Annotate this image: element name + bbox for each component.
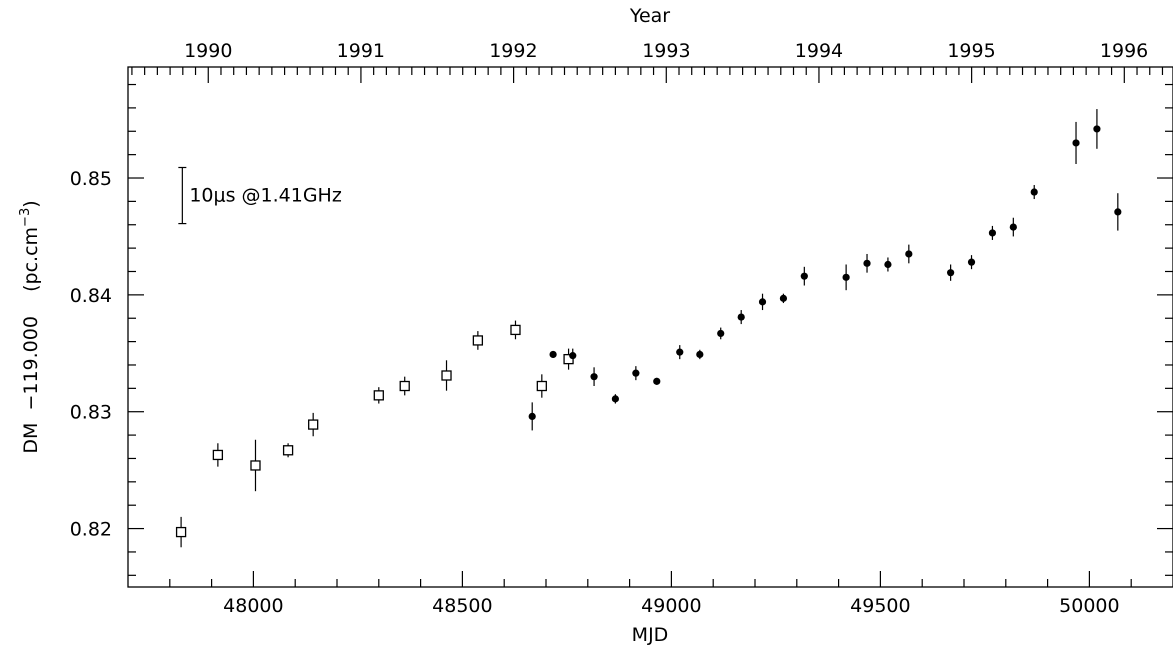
- data-point-circle: [1009, 223, 1017, 231]
- data-point-square: [510, 324, 521, 336]
- y-tick-label: 0.85: [70, 168, 112, 190]
- data-point-circle: [842, 273, 850, 281]
- year-tick-label: 1990: [184, 40, 232, 62]
- data-point-circle: [1030, 188, 1038, 196]
- data-point-circle: [863, 259, 871, 267]
- data-point-circle: [632, 369, 640, 377]
- x-tick-label: 48000: [223, 595, 283, 617]
- year-tick-label: 1993: [642, 40, 690, 62]
- data-point-circle: [1093, 125, 1101, 133]
- data-point-square: [399, 380, 410, 392]
- data-point-square: [308, 419, 319, 430]
- x-tick-label: 49500: [850, 595, 910, 617]
- year-tick-label: 1992: [489, 40, 537, 62]
- data-point-circle: [884, 260, 892, 269]
- year-tick-label: 1996: [1100, 40, 1148, 62]
- data-point-square: [373, 390, 384, 401]
- error-bars: [180, 109, 1119, 548]
- data-point-circle: [800, 272, 808, 280]
- data-point-circle: [569, 352, 577, 360]
- year-tick-label: 1994: [795, 40, 843, 62]
- y-axis-label-unit-sup: −3: [18, 208, 33, 227]
- year-tick-label: 1991: [337, 40, 385, 62]
- x-tick-label: 49000: [641, 595, 701, 617]
- data-point-circle: [696, 350, 704, 359]
- x-tick-label: 48500: [432, 595, 492, 617]
- y-axis-label-main: DM −119.000: [20, 316, 42, 454]
- data-point-circle: [1072, 139, 1080, 147]
- data-point-circle: [1114, 208, 1122, 216]
- svg-text:DM −119.000 (pc.cm−3): DM −119.000 (pc.cm−3): [18, 200, 42, 453]
- data-point-square: [441, 370, 452, 381]
- data-point-square: [212, 449, 224, 461]
- data-point-square: [282, 445, 294, 456]
- top-axis-label: Year: [629, 5, 670, 27]
- data-point-circle: [717, 329, 725, 338]
- year-tick-label: 1995: [947, 40, 995, 62]
- data-point-circle: [988, 229, 997, 237]
- x-axis-label: MJD: [632, 624, 669, 646]
- y-axis-label-unit-close: ): [20, 200, 42, 207]
- data-point-circle: [676, 348, 684, 356]
- data-point-circle: [528, 412, 536, 420]
- y-axis-label: DM −119.000 (pc.cm−3): [18, 200, 42, 453]
- plot-frame: [127, 66, 1173, 588]
- data-point-circle: [611, 395, 619, 403]
- data-point-circle: [549, 350, 557, 359]
- scale-bar: [178, 166, 187, 225]
- axis-tick-labels: 48000 48500 49000 49500 50000 0.82 0.83 0.84 0.8…: [70, 40, 1149, 617]
- y-tick-label: 0.84: [70, 285, 112, 307]
- scale-bar-label: 10μs @1.41GHz: [189, 184, 342, 206]
- data-point-square: [472, 335, 484, 346]
- data-point-circle: [905, 250, 913, 258]
- data-point-circle: [779, 294, 788, 302]
- data-point-square: [175, 526, 187, 538]
- x-tick-label: 50000: [1059, 595, 1119, 617]
- data-point-square: [536, 380, 547, 392]
- data-point-circle: [737, 313, 745, 321]
- y-tick-label: 0.83: [70, 402, 112, 424]
- data-point-circle: [590, 373, 598, 381]
- data-point-circle: [758, 298, 767, 306]
- data-point-circle: [967, 258, 976, 266]
- y-tick-label: 0.82: [70, 519, 112, 541]
- data-markers: [175, 125, 1122, 538]
- data-point-square: [250, 460, 261, 471]
- y-axis-label-unit: (pc.cm: [20, 227, 42, 292]
- axis-ticks: [128, 67, 1173, 587]
- data-point-circle: [947, 269, 955, 277]
- data-point-circle: [653, 377, 661, 385]
